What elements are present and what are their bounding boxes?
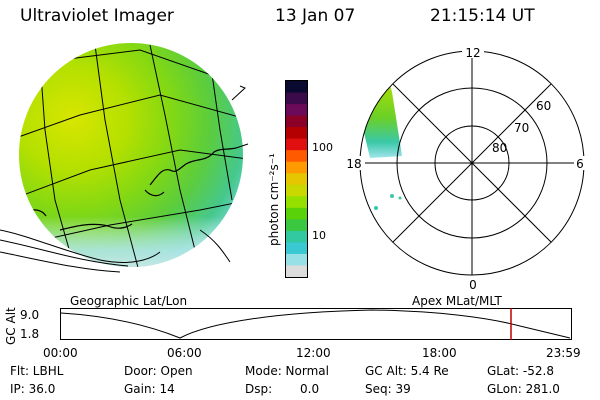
colorbar-band	[286, 173, 307, 186]
time-label: 21:15:14 UT	[430, 6, 535, 26]
status-glat: GLat: -52.8	[487, 364, 554, 378]
altitude-timeline	[60, 308, 572, 340]
geographic-image-panel	[0, 43, 249, 273]
status-mode: Mode: Normal	[245, 364, 329, 378]
colorbar-band	[286, 161, 307, 174]
status-door: Door: Open	[124, 364, 193, 378]
colorbar-band	[286, 219, 307, 232]
mlt-label-12: 12	[465, 46, 480, 60]
status-dsp-label: Dsp:	[245, 382, 273, 396]
colorbar-band	[286, 115, 307, 128]
colorbar-band	[286, 150, 307, 163]
status-seq: Seq: 39	[365, 382, 411, 396]
colorbar-band	[286, 184, 307, 197]
status-glon: GLon: 281.0	[487, 382, 560, 396]
colorbar-band	[286, 230, 307, 243]
colorbar-unit-label: photon cm⁻²s⁻¹	[267, 153, 281, 246]
colorbar-band	[286, 242, 307, 255]
colorbar-band	[286, 196, 307, 209]
timeline-x-tick-0600: 06:00	[167, 346, 202, 360]
status-dsp-value: 0.0	[300, 382, 320, 396]
aurora-patch	[360, 78, 402, 158]
mlt-label-18: 18	[346, 157, 361, 171]
date-label: 13 Jan 07	[275, 6, 356, 26]
status-ip: IP: 36.0	[10, 382, 56, 396]
colorbar-band	[286, 104, 307, 117]
colorbar-tick-100: 100	[312, 141, 333, 154]
altitude-curve	[60, 309, 571, 339]
timeline-x-tick-1200: 12:00	[296, 346, 331, 360]
timeline-x-tick-2359: 23:59	[546, 346, 581, 360]
status-gc-alt: GC Alt: 5.4 Re	[365, 364, 449, 378]
colorbar-band	[286, 92, 307, 105]
colorbar-tick-10: 10	[312, 229, 326, 242]
colorbar-band	[286, 127, 307, 140]
geographic-caption: Geographic Lat/Lon	[70, 294, 188, 308]
colorbar-band	[286, 138, 307, 151]
colorbar-band	[286, 207, 307, 220]
timeline-x-tick-1800: 18:00	[422, 346, 457, 360]
timeline-y-tick-max: 9.0	[20, 308, 40, 322]
colorbar	[285, 80, 308, 278]
apex-polar-plot: 12 0 18 6 60 70 80	[343, 46, 588, 291]
timeline-y-tick-min: 1.8	[20, 327, 40, 341]
aurora-image	[19, 43, 243, 267]
timeline-x-tick-0000: 00:00	[43, 346, 78, 360]
lat-label-70: 70	[514, 121, 529, 135]
timeline-y-axis-label: GC Alt	[4, 307, 18, 345]
lat-label-80: 80	[492, 141, 507, 155]
instrument-title: Ultraviolet Imager	[20, 6, 174, 26]
apex-caption: Apex MLat/MLT	[412, 294, 502, 308]
colorbar-band	[286, 265, 307, 278]
colorbar-band	[286, 81, 307, 94]
mlt-label-6: 6	[576, 157, 584, 171]
mlt-label-0: 0	[469, 278, 477, 291]
colorbar-band	[286, 253, 307, 266]
lat-label-60: 60	[536, 99, 551, 113]
status-flt: Flt: LBHL	[10, 364, 64, 378]
status-gain: Gain: 14	[124, 382, 175, 396]
colorbar-gradient	[286, 81, 307, 278]
